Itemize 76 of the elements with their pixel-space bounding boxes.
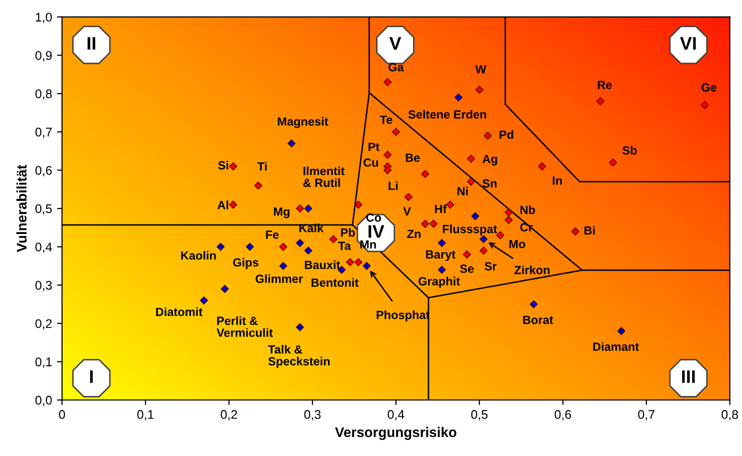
annotation: IV [368,225,384,238]
y-tick-label: 0,2 [35,319,52,330]
annotation: Pb [341,228,355,237]
annotation: Kaolin [181,251,216,260]
annotation: Bentonit [312,278,359,287]
annotation: Gips [233,258,258,269]
y-tick-label: 0,9 [35,51,52,62]
x-tick-label: 0 [59,410,66,419]
y-tick-label: 0,4 [35,242,52,253]
annotation: Al [217,200,228,210]
annotation: Glimmer [256,274,303,283]
annotation: Zn [407,230,421,238]
annotation: Si [218,160,228,170]
annotation: Ta [338,242,351,250]
annotation: Borat [523,316,554,324]
x-tick-label: 0,7 [638,410,654,420]
annotation: Hf [435,204,447,213]
annotation: VI [680,37,696,50]
annotation: Pt [368,142,380,152]
annotation: II [88,37,96,50]
annotation: Cu [364,158,378,167]
y-tick-label: 0,7 [35,128,52,138]
annotation: Ilmentit & Rutil [303,166,345,188]
annotation: Baryt [426,250,456,261]
annotation: In [552,176,562,185]
annotation: III [682,370,695,383]
annotation: Diamant [593,342,639,351]
y-tick-label: 0,0 [35,396,52,406]
annotation: W [475,65,486,74]
annotation: Ag [482,154,498,166]
x-tick-label: 0,3 [304,410,321,420]
y-tick-label: 0,3 [35,280,52,292]
annotation: Se [460,264,474,273]
annotation: Magnesit [278,117,328,128]
annotation: Graphit [418,276,460,288]
annotation: Li [388,181,398,190]
annotation: Seltene Erden [408,110,486,119]
annotation: Sb [622,146,637,155]
y-tick-label: 0,8 [35,89,52,100]
annotation: Pd [500,130,514,139]
x-tick-label: 0,6 [554,410,572,420]
y-tick-label: 0,1 [35,358,52,368]
annotation: Mo [509,240,526,248]
annotation: Ti [257,162,267,170]
annotation: Fe [266,230,279,239]
annotation: Perlit & Vermiculit [216,316,273,337]
annotation: Te [380,116,392,124]
x-tick-label: 0,8 [722,410,738,420]
annotation: Nb [520,205,535,214]
annotation: Sn [482,179,497,188]
x-tick-label: 0,1 [137,410,154,420]
y-tick-label: 1,0 [36,12,52,24]
annotation: Bi [584,226,595,235]
annotation: Re [598,80,612,90]
annotation: Sr [484,262,497,270]
y-axis-title: Vulnerabilität [16,164,27,252]
y-tick-label: 0,6 [35,166,52,176]
annotation: V [389,37,402,50]
x-tick-label: 0,5 [471,410,488,420]
annotation: Ge [702,83,716,92]
x-axis-title: Versorgungsrisiko [335,426,456,440]
annotation: V [403,207,411,216]
annotation: Flussspat [442,224,498,236]
x-tick-label: 0,2 [220,410,238,420]
annotation: Zirkon [514,266,550,274]
annotation: Bauxit [304,260,340,270]
annotation: Talk & Speckstein [268,344,330,368]
y-tick-label: 0,5 [35,204,52,215]
annotation: Ga [388,63,404,72]
annotation: Ni [458,186,468,196]
x-tick-label: 0,4 [388,410,404,420]
annotation: Be [406,154,420,162]
annotation: Co [366,213,382,222]
annotation: Mg [274,208,290,218]
annotation: I [90,370,93,383]
annotation: Diatomit [156,307,202,316]
